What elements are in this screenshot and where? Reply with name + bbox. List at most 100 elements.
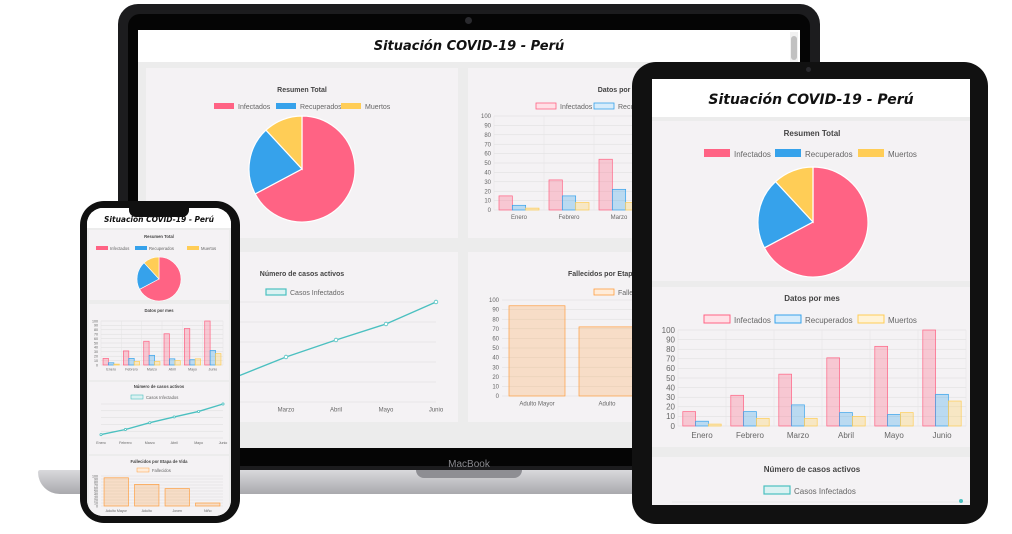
y-tick-label: 60 [94, 337, 98, 341]
bar-muertos [756, 417, 770, 427]
y-tick-label: 30 [94, 495, 98, 499]
tablet-page-title: Situación COVID-19 - Perú [708, 92, 913, 108]
phone-pie-resumen [136, 256, 182, 302]
tablet-pie-resumen [757, 166, 869, 278]
bar-recuperados [839, 412, 853, 427]
x-tick-label: Febrero [558, 215, 580, 221]
y-tick-label: 40 [666, 383, 675, 392]
x-tick-label: Enero [106, 367, 116, 371]
x-tick-label: Mayo [188, 367, 197, 371]
bar-infectados [163, 333, 170, 366]
y-tick-label: 50 [492, 346, 499, 352]
x-tick-label: Marzo [611, 215, 628, 221]
bar-recuperados [743, 411, 757, 427]
line-point [172, 415, 176, 419]
y-tick-label: 30 [492, 365, 499, 371]
bar-recuperados [511, 204, 527, 211]
y-tick-label: 80 [666, 345, 675, 354]
y-tick-label: 0 [96, 504, 98, 508]
activos-title: Número de casos activos [260, 271, 345, 278]
y-tick-label: 70 [94, 483, 98, 487]
line-point [283, 354, 289, 360]
svg-text:Fallecidos por Etapa de Vida: Fallecidos por Etapa de Vida [131, 459, 189, 464]
laptop-scrollbar[interactable] [791, 36, 797, 60]
laptop-brand-label: MacBook [448, 459, 490, 470]
bar-recuperados [209, 350, 216, 366]
y-tick-label: 100 [481, 114, 492, 120]
legend-swatch-muertos [341, 103, 361, 109]
pie-slice-recuperados [248, 129, 303, 195]
phone-line-chart-activos: Enero Febrero Marzo Abril Mayo Junio [96, 402, 227, 445]
y-tick-label: 60 [492, 337, 499, 343]
y-tick-label: 20 [484, 189, 491, 195]
bar-infectados [598, 158, 613, 211]
bar-infectados [778, 373, 792, 427]
line-point [197, 409, 201, 413]
bar-infectados [682, 411, 696, 427]
phone-screen: Situación COVID-19 - Perú Resumen Total … [87, 208, 231, 516]
bar-infectados [874, 345, 888, 427]
bar-recuperados [108, 362, 115, 366]
bar-infectados [548, 179, 563, 211]
legend-swatch-recuperados [276, 103, 296, 109]
y-tick-label: 90 [666, 335, 675, 344]
svg-text:Recuperados: Recuperados [805, 316, 853, 325]
x-tick-label: Abril [169, 367, 176, 371]
x-tick-label: Mayo [194, 441, 203, 445]
y-tick-label: 40 [484, 171, 491, 177]
y-tick-label: 60 [484, 152, 491, 158]
x-tick-label: Abril [330, 408, 342, 414]
svg-text:Infectados: Infectados [110, 246, 129, 251]
bar-recuperados [169, 358, 176, 366]
bar-recuperados [128, 358, 135, 366]
laptop-notch [416, 470, 522, 478]
svg-text:Infectados: Infectados [560, 104, 593, 111]
y-tick-label: 20 [666, 403, 675, 412]
x-tick-label: Mayo [379, 408, 394, 414]
bar-muertos [215, 353, 222, 366]
line-casos-infectados [100, 403, 224, 436]
svg-text:Infectados: Infectados [734, 316, 771, 325]
bar-infectados [123, 350, 130, 366]
x-tick-label: Enero [511, 215, 528, 221]
bar-infectados [204, 320, 211, 366]
y-tick-label: 100 [92, 319, 98, 323]
svg-text:Datos por mes: Datos por mes [144, 308, 174, 313]
line-point [433, 299, 439, 305]
y-tick-label: 40 [94, 346, 98, 350]
svg-text:Recuperados: Recuperados [805, 150, 853, 159]
bar-muertos [575, 202, 590, 211]
laptop-page-title: Situación COVID-19 - Perú [374, 39, 565, 54]
svg-text:Número de casos activos: Número de casos activos [764, 465, 861, 474]
x-tick-label: Enero [691, 431, 713, 440]
x-tick-label: Marzo [787, 431, 810, 440]
legend-swatch-infectados [214, 103, 234, 109]
bar-muertos [852, 416, 866, 427]
x-tick-label: Abril [171, 441, 178, 445]
y-tick-label: 0 [671, 422, 676, 431]
x-tick-label: Niño [204, 509, 211, 513]
y-tick-label: 80 [492, 317, 499, 323]
laptop-camera [465, 17, 472, 24]
tablet-camera [806, 67, 811, 72]
y-tick-label: 30 [94, 350, 98, 354]
line-point [99, 433, 103, 437]
bar-muertos [194, 358, 201, 366]
line-point [333, 337, 339, 343]
y-tick-label: 90 [484, 124, 491, 130]
mes-title: Datos por mes [598, 87, 647, 94]
x-tick-label: Febrero [736, 431, 765, 440]
y-tick-label: 50 [94, 489, 98, 493]
bar-recuperados [935, 393, 949, 427]
tablet-card-activos [652, 457, 970, 505]
y-tick-label: 100 [489, 298, 500, 304]
tablet-dashboard: Situación COVID-19 - Perú Resumen Total … [652, 79, 970, 505]
bar-fallecidos [578, 326, 636, 397]
bar-recuperados [791, 404, 805, 427]
y-tick-label: 20 [94, 498, 98, 502]
svg-text:Infectados: Infectados [734, 150, 771, 159]
bar-muertos [525, 207, 540, 211]
y-tick-label: 20 [94, 354, 98, 358]
bar-fallecidos [103, 477, 129, 507]
x-tick-label: Adulto Mayor [106, 509, 128, 513]
